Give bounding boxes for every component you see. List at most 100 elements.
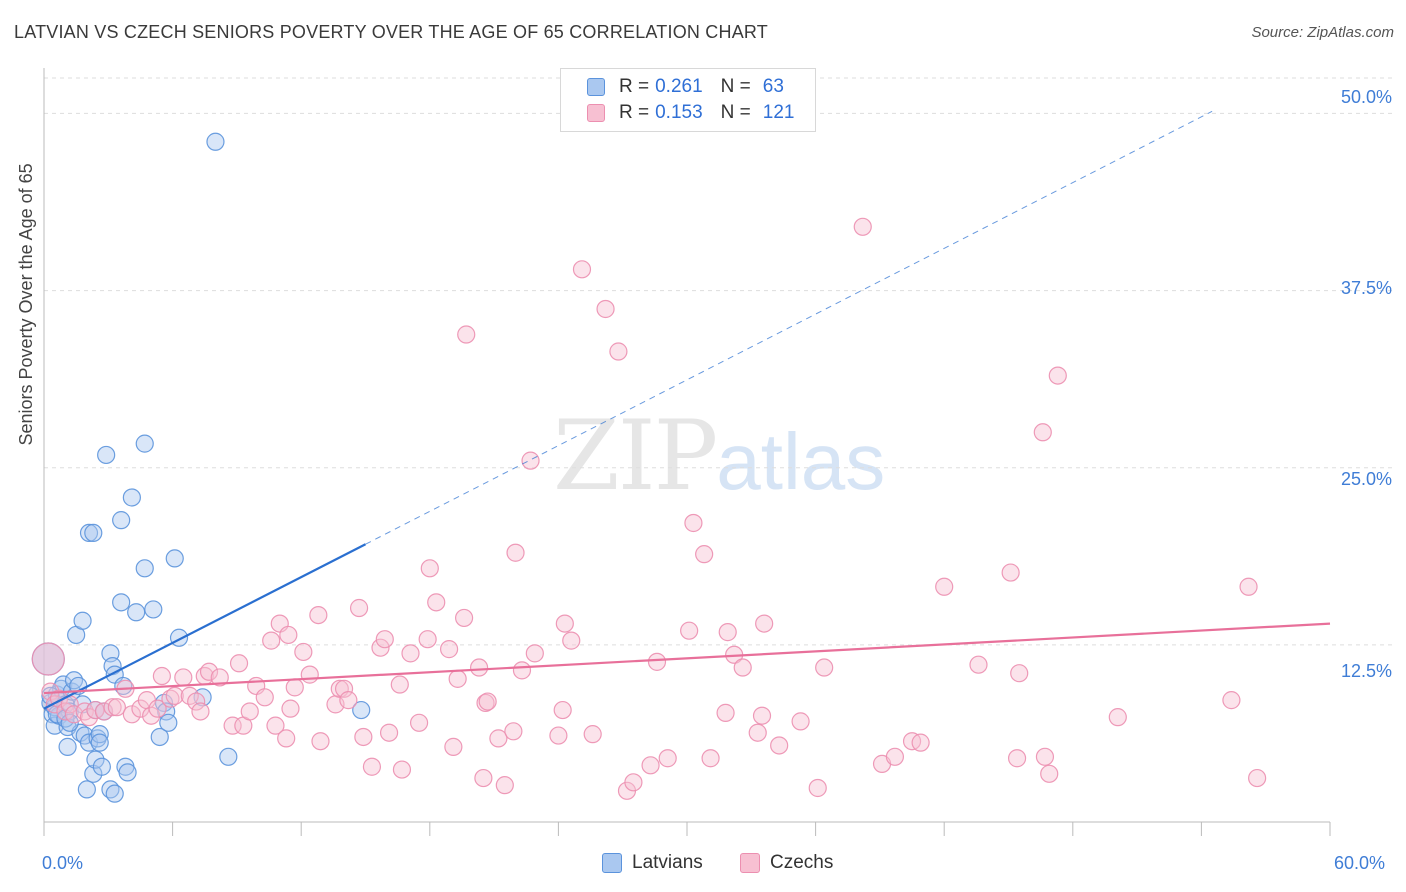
latvians-point (135, 559, 154, 578)
chart-title: LATVIAN VS CZECH SENIORS POVERTY OVER TH… (14, 22, 768, 42)
latvians-point (92, 757, 111, 776)
czechs-point (240, 702, 259, 721)
latvians-point (90, 733, 109, 752)
series-legend: Latvians Czechs (0, 852, 1406, 878)
czechs-point (512, 661, 532, 680)
latvians-point (60, 713, 79, 732)
czechs-point (647, 652, 667, 671)
czechs-point (409, 713, 429, 732)
czechs-point (495, 776, 514, 795)
legend-item-latvians[interactable]: Latvians (602, 852, 703, 874)
latvians-trend-extension (365, 110, 1213, 545)
czechs-point (791, 712, 810, 731)
czechs-point (853, 217, 872, 236)
czechs-point (148, 699, 167, 718)
czechs-point (553, 700, 572, 720)
czechs-point (1035, 747, 1055, 766)
czechs-point (680, 621, 699, 640)
czechs-point (454, 608, 474, 628)
czechs-point (199, 662, 219, 681)
czechs-point (596, 299, 615, 319)
latvians-point (150, 727, 169, 747)
czechs-point (174, 668, 193, 687)
latvians-legend-icon (602, 853, 622, 873)
czechs-point (281, 699, 300, 718)
czechs-point (334, 679, 354, 698)
czechs-point (266, 716, 285, 735)
czechs-point (255, 688, 274, 707)
czechs-point (165, 686, 184, 705)
czechs-point (504, 722, 523, 741)
czechs-point (362, 757, 382, 776)
latvians-point (84, 523, 103, 543)
czechs-point (572, 260, 592, 279)
latvians-point (79, 523, 99, 543)
latvians-point (112, 593, 131, 612)
latvians-point (165, 549, 184, 568)
czechs-point (478, 692, 497, 711)
czechs-point (152, 666, 171, 686)
latvians-point (352, 700, 371, 720)
czechs-point (309, 605, 328, 625)
czechs-point (277, 729, 296, 748)
czechs-point (420, 559, 439, 578)
czechs-point (1001, 563, 1020, 582)
legend-label-latvians: Latvians (632, 852, 703, 873)
x-tick-label-max: 60.0% (1334, 853, 1386, 873)
watermark: ZIPatlas (553, 400, 885, 512)
legend-label-czechs: Czechs (770, 852, 834, 873)
czechs-point (444, 737, 463, 756)
czechs-point (609, 342, 628, 361)
czechs-point (457, 325, 476, 344)
latvians-point (97, 445, 116, 465)
y-tick-label-25: 25.0% (1340, 469, 1392, 489)
czechs-point (379, 723, 399, 742)
czechs-point (555, 614, 574, 633)
czechs-point (427, 593, 446, 612)
legend-n-value: 121 (762, 102, 795, 123)
czechs-point (549, 726, 568, 745)
czechs-point (418, 630, 437, 649)
latvians-point (206, 132, 225, 151)
latvians-point (219, 747, 238, 766)
czechs-point (223, 716, 242, 735)
czechs-trend-line (43, 622, 1331, 695)
czechs-point (448, 669, 467, 688)
chart-source: Source: ZipAtlas.com (1251, 24, 1394, 41)
latvians-point (105, 784, 124, 803)
czechs-point (311, 732, 330, 751)
czechs-point (969, 655, 988, 674)
czechs-point (815, 658, 834, 677)
czechs-legend-icon (740, 853, 760, 873)
czechs-point (1239, 577, 1258, 596)
czechs-point (339, 691, 358, 710)
czechs-point (716, 703, 735, 722)
czechs-point (752, 706, 772, 725)
y-tick-label-37-5: 37.5% (1340, 278, 1392, 298)
czechs-point (1007, 749, 1027, 768)
czechs-point (210, 668, 229, 687)
latvians-point (114, 676, 133, 696)
czechs-point (191, 702, 210, 721)
czechs-point (375, 630, 394, 649)
czechs-point (294, 642, 313, 662)
czechs-point (107, 698, 126, 717)
legend-item-czechs[interactable]: Czechs (740, 852, 833, 874)
latvians-point (118, 763, 137, 782)
latvians-point (122, 488, 141, 507)
y-axis-label: Seniors Poverty Over the Age of 65 (16, 163, 36, 446)
latvians-point (144, 600, 163, 619)
czechs-point (808, 778, 827, 798)
czechs-point (142, 706, 161, 725)
latvians-point (135, 434, 154, 453)
czechs-point (187, 692, 206, 711)
czechs-point (401, 644, 420, 663)
czechs-point (733, 658, 752, 677)
czechs-point (583, 725, 602, 744)
legend-row-latvians: R = 0.261 N = 63 (587, 75, 784, 99)
y-tick-label-12-5: 12.5% (1340, 661, 1392, 681)
czechs-point (474, 768, 493, 788)
legend-n-label: N = (720, 102, 751, 123)
y-tick-label-50: 50.0% (1340, 87, 1392, 107)
czechs-point (1033, 423, 1052, 442)
